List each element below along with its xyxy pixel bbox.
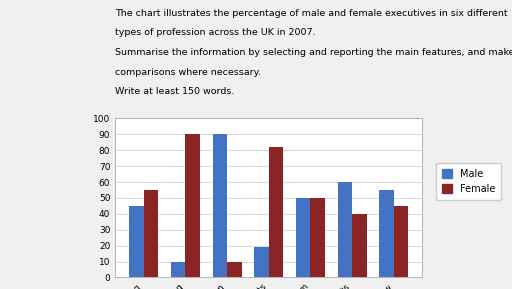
Bar — [254, 247, 269, 277]
Bar — [227, 262, 242, 277]
Bar — [379, 190, 394, 277]
Bar — [171, 262, 185, 277]
Bar — [310, 198, 325, 277]
Legend: Male, Female: Male, Female — [436, 163, 501, 200]
Bar — [352, 214, 367, 277]
Text: comparisons where necessary.: comparisons where necessary. — [115, 68, 261, 77]
Text: Write at least 150 words.: Write at least 150 words. — [115, 87, 234, 96]
Bar — [337, 182, 352, 277]
Bar — [185, 134, 200, 277]
Bar — [296, 198, 310, 277]
Bar — [269, 147, 283, 277]
Text: Summarise the information by selecting and reporting the main features, and make: Summarise the information by selecting a… — [115, 48, 512, 57]
Bar — [129, 206, 144, 277]
Text: types of profession across the UK in 2007.: types of profession across the UK in 200… — [115, 28, 316, 37]
Bar — [394, 206, 409, 277]
Bar — [144, 190, 158, 277]
Text: The chart illustrates the percentage of male and female executives in six differ: The chart illustrates the percentage of … — [115, 9, 508, 18]
Bar — [212, 134, 227, 277]
